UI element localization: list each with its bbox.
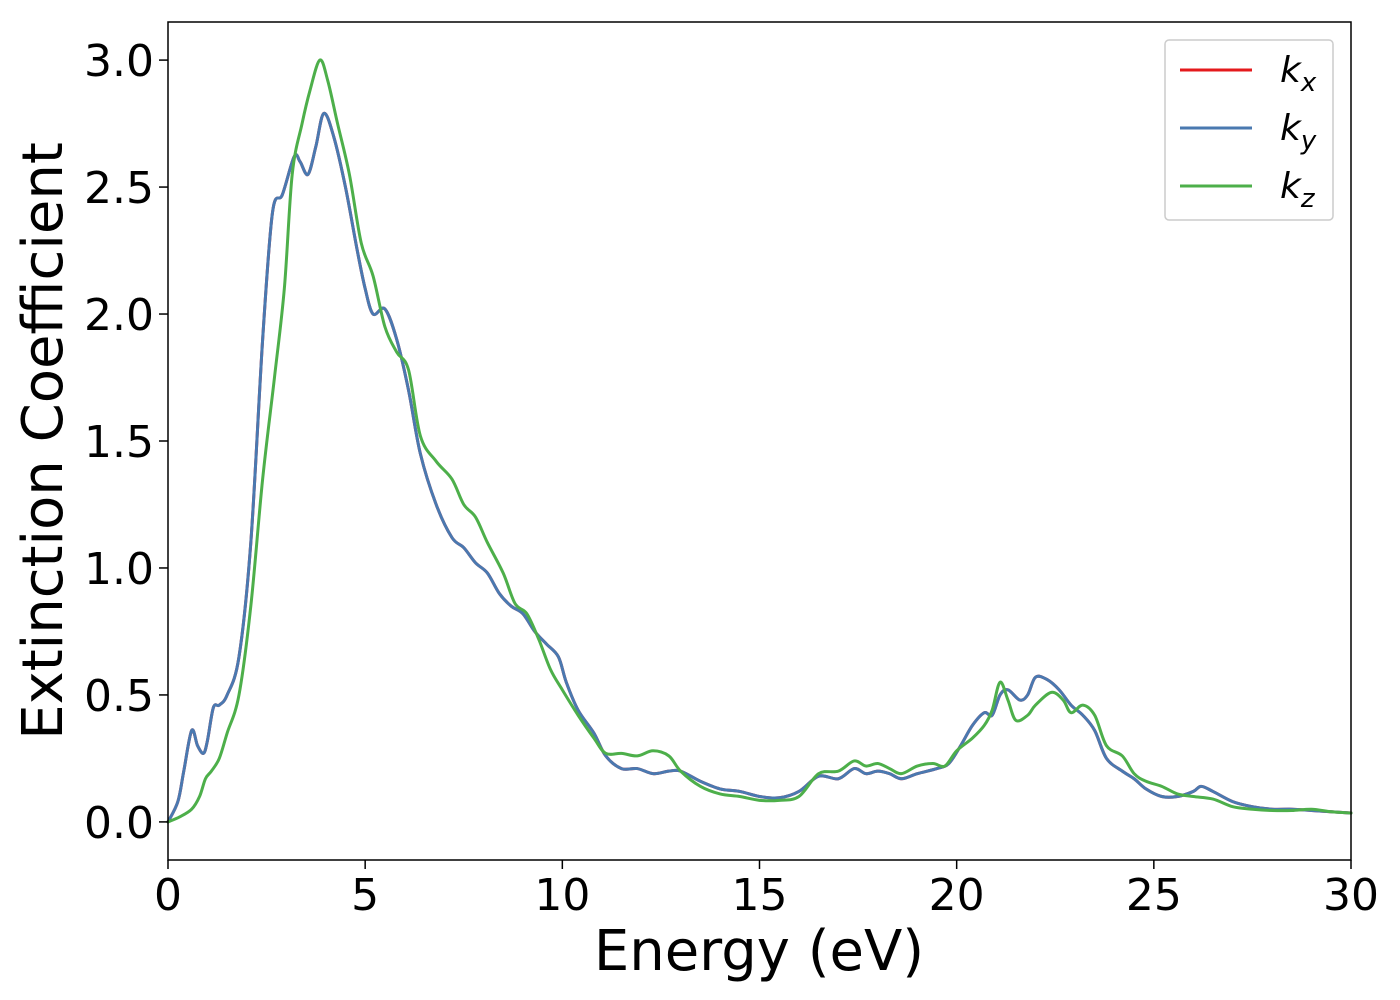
x-tick-label: 0: [154, 870, 182, 921]
series-line-ky: [166, 111, 1353, 824]
x-axis-ticks: 0 5 10 15 20 25 30: [154, 860, 1379, 921]
y-axis-ticks: 0.0 0.5 1.0 1.5 2.0 2.5 3.0: [84, 36, 168, 849]
x-tick-label: 10: [534, 870, 590, 921]
series-line-kz: [166, 58, 1353, 824]
plot-lines: [166, 58, 1353, 824]
x-tick-label: 5: [351, 870, 379, 921]
x-tick-label: 30: [1323, 870, 1379, 921]
y-tick-label: 2.5: [84, 163, 154, 214]
legend-label-ky: ky: [1280, 108, 1317, 156]
y-tick-label: 1.0: [84, 544, 154, 595]
x-tick-label: 20: [929, 870, 985, 921]
x-tick-label: 15: [732, 870, 788, 921]
legend-label-kz: kz: [1280, 166, 1316, 214]
y-tick-label: 2.0: [84, 290, 154, 341]
x-tick-label: 25: [1126, 870, 1182, 921]
legend-box: [1164, 39, 1334, 221]
legend-label-kx: kx: [1280, 50, 1317, 98]
y-tick-label: 1.5: [84, 417, 154, 468]
y-tick-label: 0.0: [84, 798, 154, 849]
y-tick-label: 3.0: [84, 36, 154, 87]
y-axis-title: Extinction Coefficient: [11, 142, 76, 740]
legend: kx ky kz: [1164, 39, 1334, 221]
y-tick-label: 0.5: [84, 671, 154, 722]
x-axis-title: Energy (eV): [594, 919, 924, 984]
